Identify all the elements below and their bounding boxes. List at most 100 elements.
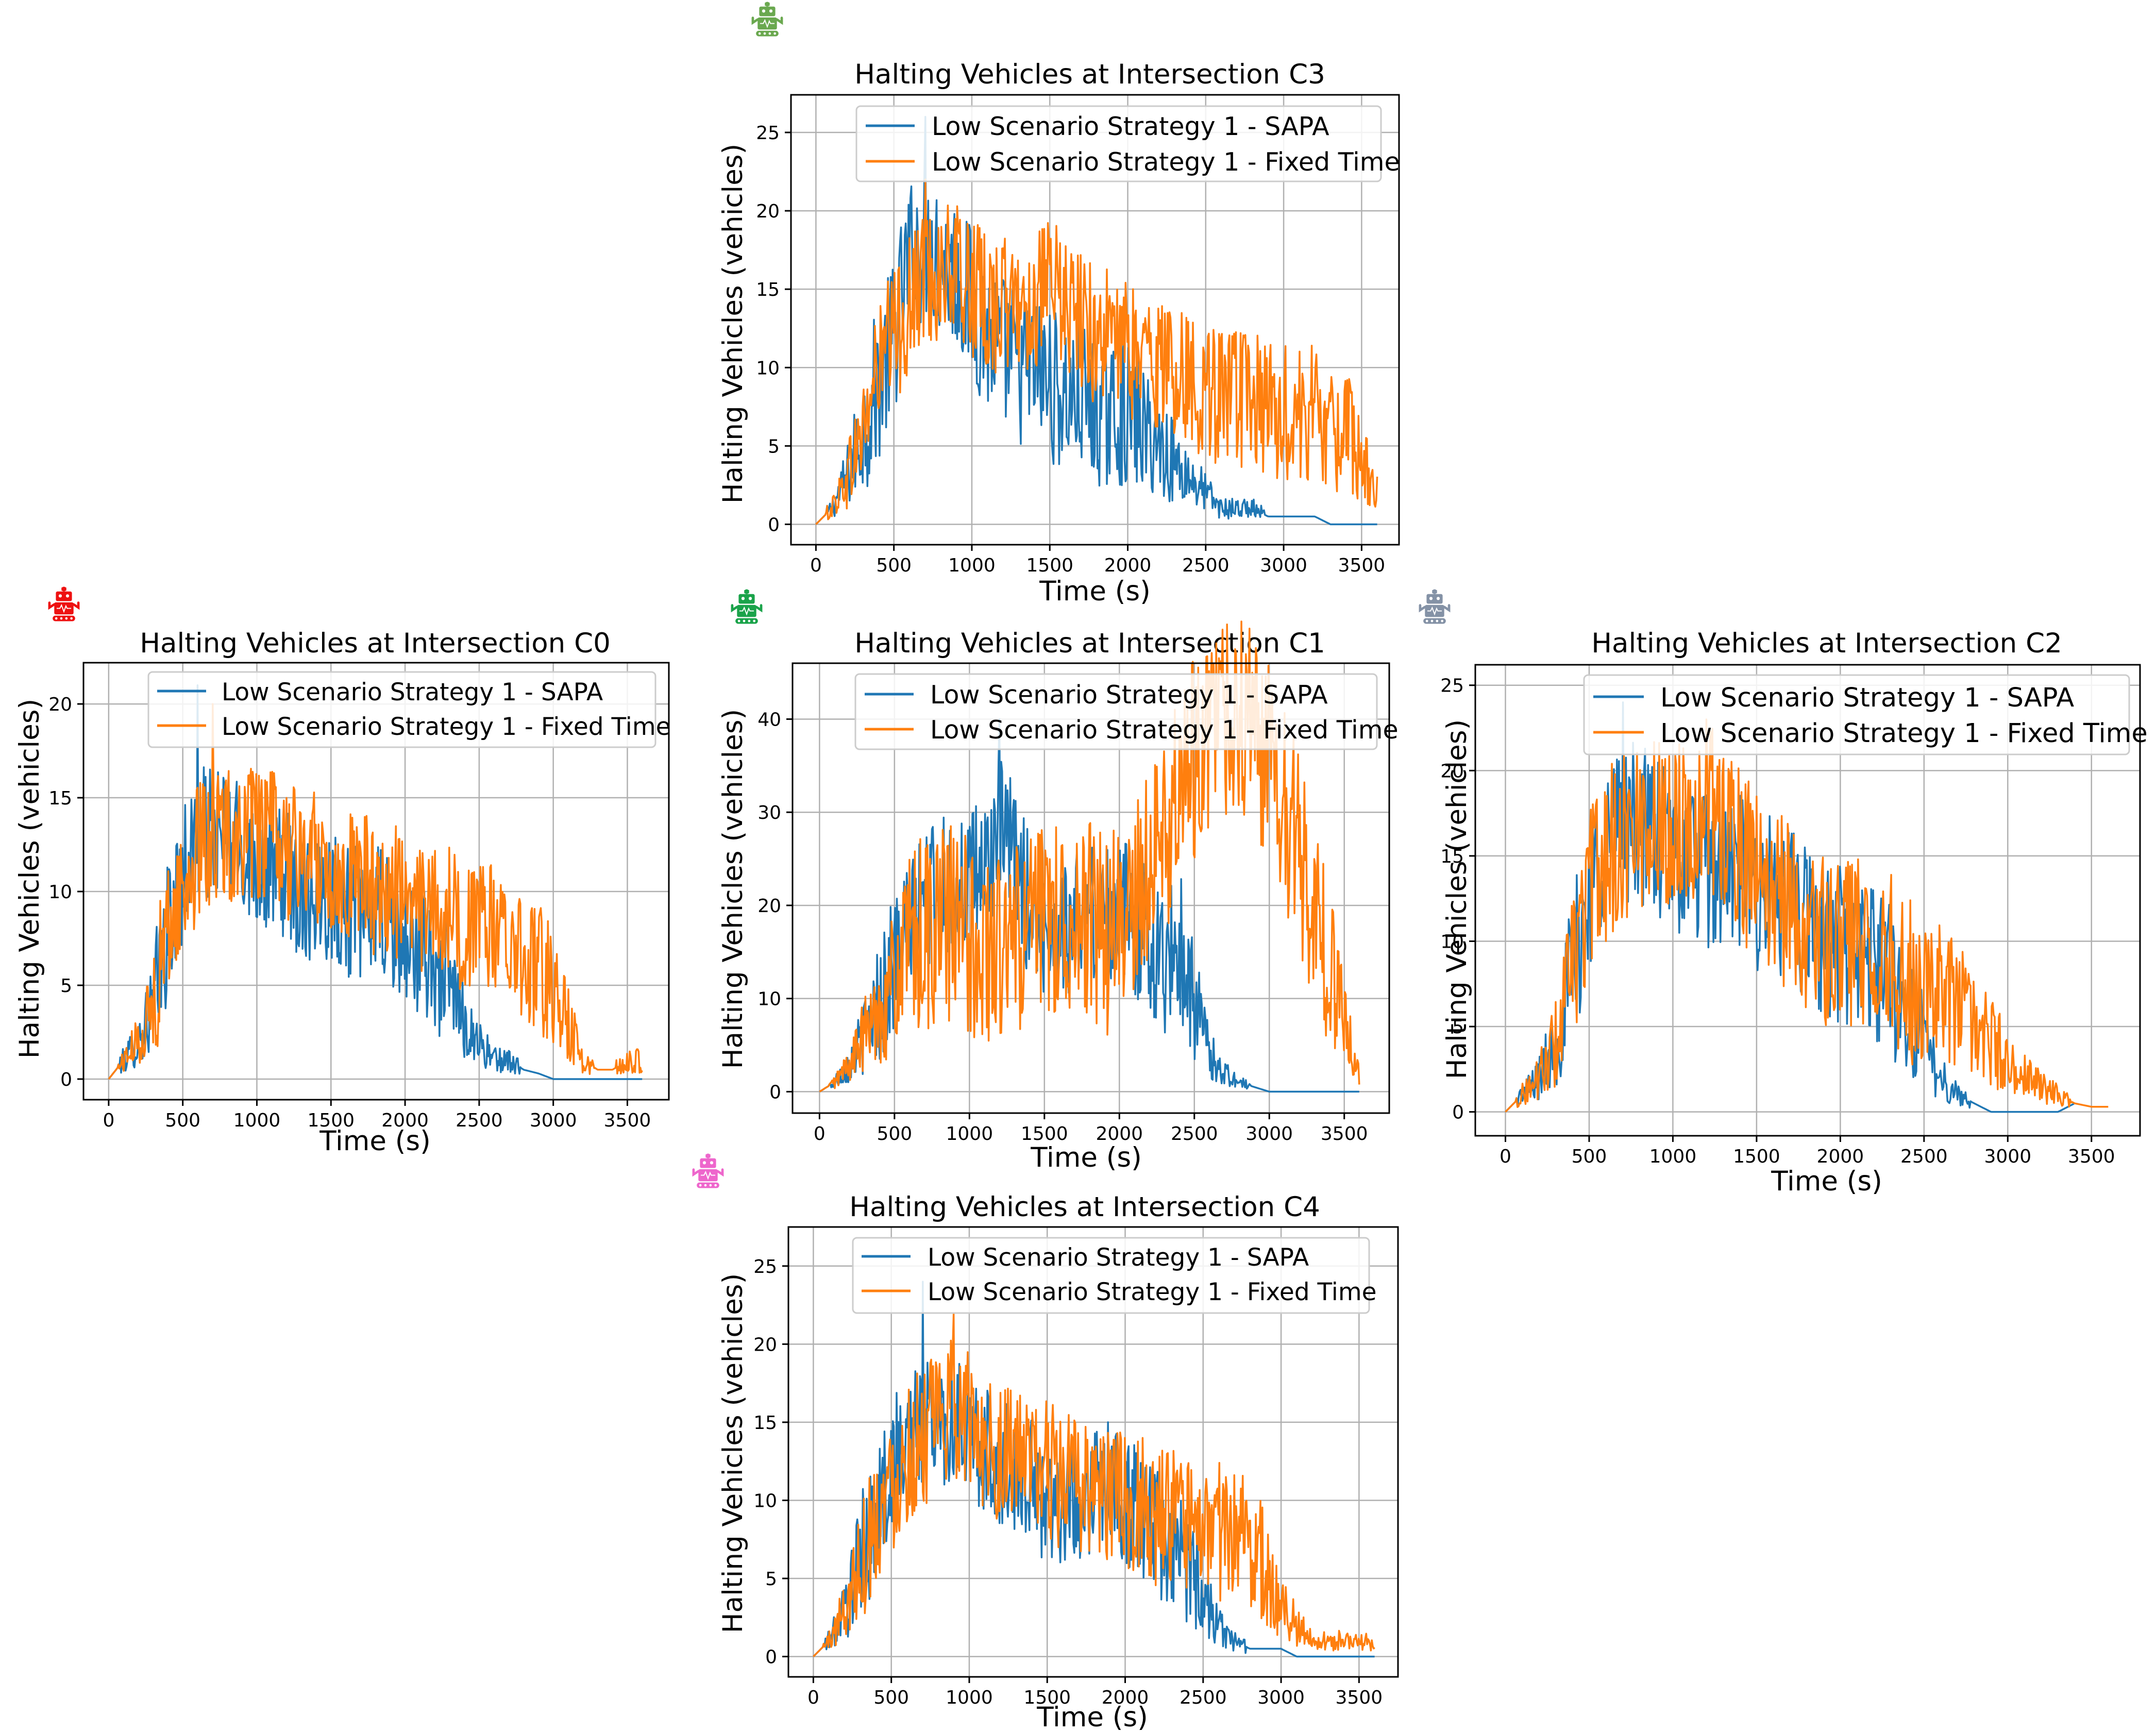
y-tick-label: 5 bbox=[765, 1569, 777, 1590]
legend: Low Scenario Strategy 1 - SAPA Low Scena… bbox=[854, 673, 1399, 750]
robot-wheel bbox=[743, 619, 746, 623]
robot-wheel bbox=[1425, 619, 1428, 623]
robot-body bbox=[737, 604, 756, 617]
x-tick-label: 0 bbox=[103, 1110, 114, 1131]
plot-area bbox=[790, 94, 1400, 546]
y-axis-ticks: 0 5 10 15 20 25 bbox=[756, 123, 791, 535]
data-series bbox=[813, 1281, 1375, 1658]
x-tick-label: 1500 bbox=[1021, 1123, 1068, 1145]
robot-tracks bbox=[1423, 618, 1446, 624]
robot-body bbox=[1425, 604, 1444, 617]
robot-head bbox=[1426, 594, 1443, 604]
robot-eye bbox=[748, 597, 752, 600]
y-tick-label: 5 bbox=[60, 976, 72, 997]
robot-antenna-tip bbox=[705, 1153, 711, 1158]
y-axis-ticks: 0 5 10 15 20 bbox=[48, 694, 83, 1090]
legend-label-fixed: Low Scenario Strategy 1 - Fixed Time bbox=[1660, 718, 2148, 749]
legend-label-sapa: Low Scenario Strategy 1 - SAPA bbox=[930, 680, 1328, 710]
x-tick-label: 1000 bbox=[946, 1687, 993, 1708]
robot-wheel bbox=[1436, 619, 1439, 623]
y-tick-label: 0 bbox=[60, 1069, 72, 1090]
robot-eye bbox=[65, 594, 70, 598]
data-series bbox=[1505, 701, 2109, 1113]
robot-wheel bbox=[70, 617, 73, 620]
chart-title: Halting Vehicles at Intersection C1 bbox=[854, 628, 1325, 659]
y-axis-label: Halting Vehicles (vehicles) bbox=[717, 144, 749, 503]
x-tick-label: 2500 bbox=[1180, 1687, 1227, 1708]
robot-wheel bbox=[768, 32, 771, 35]
x-tick-label: 2500 bbox=[456, 1110, 503, 1131]
y-tick-label: 15 bbox=[48, 788, 72, 809]
x-tick-label: 3500 bbox=[2068, 1146, 2115, 1167]
plot-area bbox=[82, 662, 670, 1101]
y-tick-label: 0 bbox=[769, 1082, 781, 1103]
y-axis-label: Halting Vehicles (vehicles) bbox=[717, 1273, 749, 1633]
x-tick-label: 3000 bbox=[1245, 1123, 1293, 1145]
robot-eye bbox=[710, 1161, 714, 1165]
robot-eye bbox=[762, 9, 766, 13]
legend-label-sapa: Low Scenario Strategy 1 - SAPA bbox=[222, 678, 603, 707]
plot-area bbox=[787, 1226, 1399, 1678]
robot-wheel bbox=[773, 32, 777, 35]
green-robot-icon bbox=[731, 589, 763, 624]
robot-body bbox=[698, 1169, 718, 1182]
y-axis-ticks: 0 5 10 15 20 25 bbox=[753, 1256, 788, 1668]
robot-head bbox=[759, 6, 776, 16]
x-tick-label: 2000 bbox=[381, 1110, 429, 1131]
robot-eye bbox=[1429, 597, 1433, 600]
robot-head bbox=[738, 594, 755, 604]
legend-label-sapa: Low Scenario Strategy 1 - SAPA bbox=[932, 112, 1329, 141]
robot-antenna-tip bbox=[61, 586, 66, 592]
y-tick-label: 15 bbox=[1440, 846, 1464, 867]
robot-wheel bbox=[60, 617, 63, 620]
chart-title: Halting Vehicles at Intersection C2 bbox=[1591, 628, 2062, 659]
x-tick-label: 0 bbox=[1500, 1146, 1511, 1167]
x-tick-label: 3500 bbox=[1336, 1687, 1383, 1708]
robot-arm bbox=[751, 16, 759, 25]
robot-arm bbox=[716, 1168, 724, 1177]
x-axis-ticks: 0 500 1000 1500 2000 2500 3000 3500 bbox=[1500, 1136, 2115, 1167]
chart-title: Halting Vehicles at Intersection C0 bbox=[140, 628, 611, 659]
series-line-sapa bbox=[813, 1281, 1375, 1658]
chart-title: Halting Vehicles at Intersection C3 bbox=[854, 59, 1325, 90]
robot-eye bbox=[769, 9, 773, 13]
chart-panel-c3: Halting Vehicles at Intersection C3 0 500… bbox=[717, 2, 1400, 607]
robot-wheel bbox=[753, 619, 756, 623]
x-tick-label: 3000 bbox=[1260, 555, 1307, 576]
x-tick-label: 3000 bbox=[1257, 1687, 1305, 1708]
x-tick-label: 500 bbox=[877, 1123, 912, 1145]
x-tick-label: 3500 bbox=[1338, 555, 1386, 576]
plot-area bbox=[1474, 664, 2141, 1137]
legend-box bbox=[855, 105, 1382, 182]
robot-antenna-tip bbox=[1432, 589, 1437, 594]
x-tick-label: 500 bbox=[165, 1110, 200, 1131]
y-tick-label: 0 bbox=[768, 514, 780, 535]
robot-wheel bbox=[55, 617, 58, 620]
y-tick-label: 5 bbox=[1452, 1017, 1464, 1038]
robot-wheel bbox=[758, 32, 761, 35]
chart-title: Halting Vehicles at Intersection C4 bbox=[849, 1191, 1320, 1223]
robot-head bbox=[700, 1158, 716, 1168]
x-axis-label: Time (s) bbox=[1030, 1142, 1142, 1173]
y-tick-label: 10 bbox=[753, 1490, 777, 1511]
robot-wheel bbox=[704, 1184, 707, 1187]
robot-wheel bbox=[737, 619, 740, 623]
robot-antenna-tip bbox=[744, 589, 749, 594]
robot-eye bbox=[741, 597, 745, 600]
y-tick-label: 20 bbox=[757, 896, 781, 917]
x-axis-ticks: 0 500 1000 1500 2000 2500 3000 3500 bbox=[810, 545, 1385, 576]
y-axis-label: Halting Vehicles (vehicles) bbox=[1441, 719, 1473, 1079]
y-axis-label: Halting Vehicles (vehicles) bbox=[14, 699, 45, 1058]
y-axis-ticks: 0 10 20 30 40 bbox=[757, 709, 793, 1103]
y-tick-label: 0 bbox=[1452, 1102, 1464, 1123]
legend-label-sapa: Low Scenario Strategy 1 - SAPA bbox=[1660, 683, 2074, 713]
x-tick-label: 500 bbox=[873, 1687, 909, 1708]
robot-pulse bbox=[700, 1170, 716, 1180]
x-tick-label: 3000 bbox=[530, 1110, 577, 1131]
chart-panel-c0: Halting Vehicles at Intersection C0 0 500… bbox=[14, 586, 671, 1157]
x-tick-label: 1000 bbox=[233, 1110, 281, 1131]
x-tick-label: 1500 bbox=[1023, 1687, 1071, 1708]
robot-pulse bbox=[56, 603, 72, 613]
data-series bbox=[815, 115, 1378, 526]
